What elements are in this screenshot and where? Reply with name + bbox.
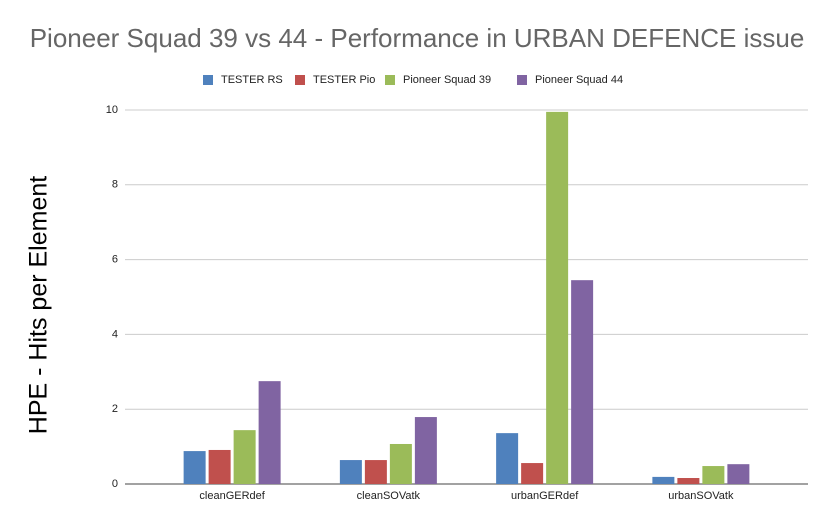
bar [414,417,437,484]
y-tick-label: 6 [112,254,118,266]
legend-swatch [517,75,527,85]
y-tick-label: 8 [112,179,118,191]
bar [496,433,519,484]
y-axis-label: HPE - Hits per Element [25,176,53,434]
bar [258,381,281,484]
bar [677,478,700,484]
bar [339,460,362,484]
bar [183,451,206,484]
legend-label: TESTER Pio [313,74,375,86]
x-tick-label: cleanSOVatk [357,490,421,502]
legend-swatch [385,75,395,85]
bar [208,449,231,484]
y-tick-label: 0 [112,478,118,490]
bar [546,111,569,485]
legend-label: TESTER RS [221,74,283,86]
bar [571,280,594,484]
legend-label: Pioneer Squad 44 [535,74,623,86]
bar [702,466,725,484]
legend-swatch [295,75,305,85]
bar [727,464,750,484]
bar [233,430,256,484]
y-tick-label: 2 [112,403,118,415]
bar [652,476,675,484]
bar [364,460,387,484]
x-tick-label: urbanGERdef [511,490,579,502]
legend-swatch [203,75,213,85]
x-tick-label: cleanGERdef [199,490,265,502]
bar [389,443,412,484]
legend-label: Pioneer Squad 39 [403,74,491,86]
x-tick-label: urbanSOVatk [668,490,734,502]
bar [521,463,544,484]
chart-title: Pioneer Squad 39 vs 44 - Performance in … [30,23,805,53]
y-tick-label: 4 [112,328,118,340]
y-tick-label: 10 [106,104,118,116]
